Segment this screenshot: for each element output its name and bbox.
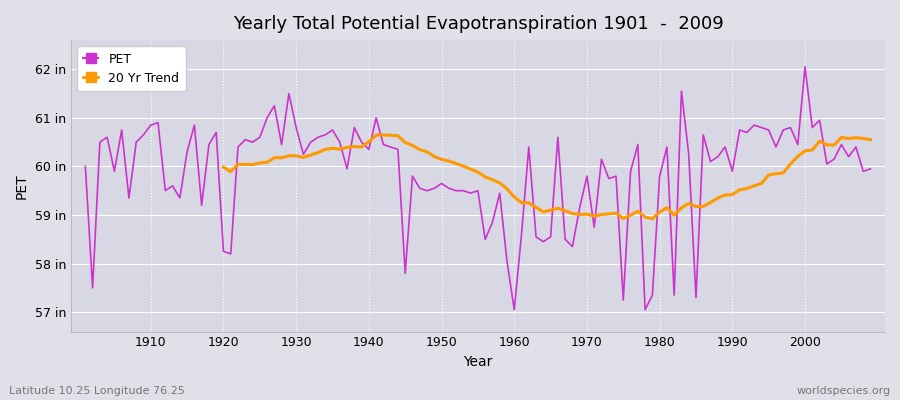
- X-axis label: Year: Year: [464, 355, 492, 369]
- Title: Yearly Total Potential Evapotranspiration 1901  -  2009: Yearly Total Potential Evapotranspiratio…: [232, 15, 724, 33]
- Legend: PET, 20 Yr Trend: PET, 20 Yr Trend: [77, 46, 185, 91]
- Text: Latitude 10.25 Longitude 76.25: Latitude 10.25 Longitude 76.25: [9, 386, 184, 396]
- Text: worldspecies.org: worldspecies.org: [796, 386, 891, 396]
- Y-axis label: PET: PET: [15, 173, 29, 199]
